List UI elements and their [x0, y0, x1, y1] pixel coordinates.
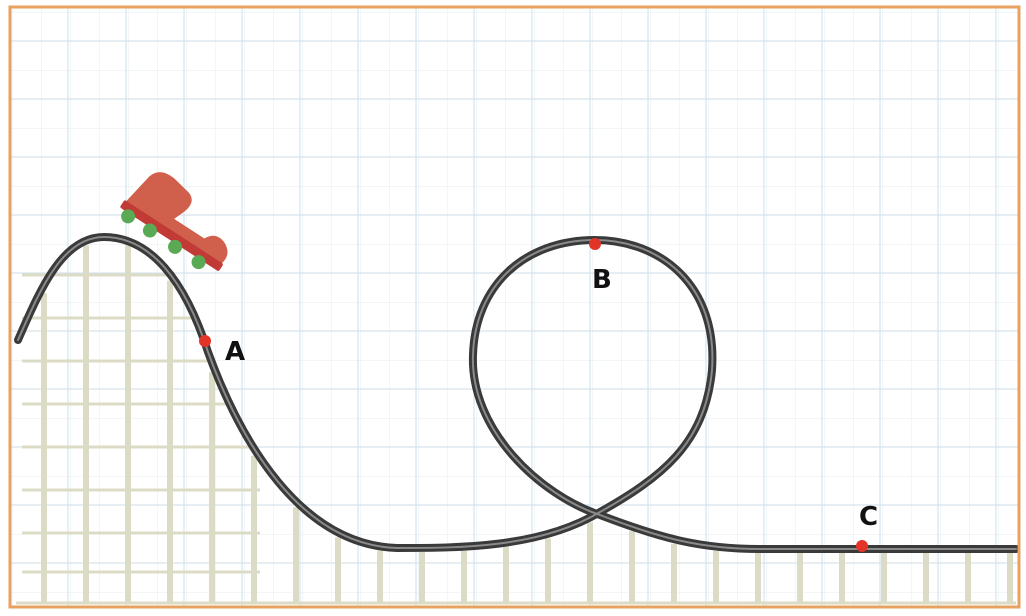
- support-post: [629, 531, 635, 604]
- support-post: [419, 551, 425, 604]
- point-c-label: C: [859, 502, 878, 532]
- coaster-car: [120, 172, 228, 271]
- support-post: [797, 553, 803, 604]
- wheel-1: [121, 209, 136, 224]
- grid-background: [10, 7, 1019, 607]
- wheel-4: [191, 255, 206, 270]
- support-post: [503, 546, 509, 604]
- wheel-2: [142, 223, 157, 238]
- support-post: [923, 553, 929, 604]
- grid-major-lines: [10, 7, 1019, 607]
- support-post: [587, 522, 593, 604]
- diagram-frame: [8, 5, 1021, 609]
- support-post: [335, 537, 341, 604]
- support-post: [671, 543, 677, 604]
- support-post: [377, 550, 383, 604]
- car-base-bar: [120, 200, 223, 271]
- point-a-marker: [199, 335, 211, 347]
- support-post: [1007, 553, 1013, 604]
- car-body: [125, 172, 228, 264]
- track-highlight: [17, 236, 1017, 550]
- point-a-label: A: [225, 337, 245, 367]
- support-post: [965, 553, 971, 604]
- point-b-marker: [589, 238, 601, 250]
- support-post: [167, 280, 173, 604]
- support-post: [839, 553, 845, 604]
- track-supports: [16, 245, 1016, 605]
- support-post: [713, 550, 719, 604]
- support-post: [209, 372, 215, 604]
- support-post: [83, 245, 89, 604]
- support-post: [881, 553, 887, 604]
- point-c-marker: [856, 540, 868, 552]
- support-post: [545, 538, 551, 604]
- support-post: [755, 552, 761, 604]
- support-post: [41, 293, 47, 604]
- wheel-3: [168, 239, 183, 254]
- point-b-label: B: [592, 265, 612, 295]
- support-post: [293, 507, 299, 604]
- support-post: [251, 455, 257, 604]
- support-post: [125, 245, 131, 604]
- support-post: [461, 550, 467, 604]
